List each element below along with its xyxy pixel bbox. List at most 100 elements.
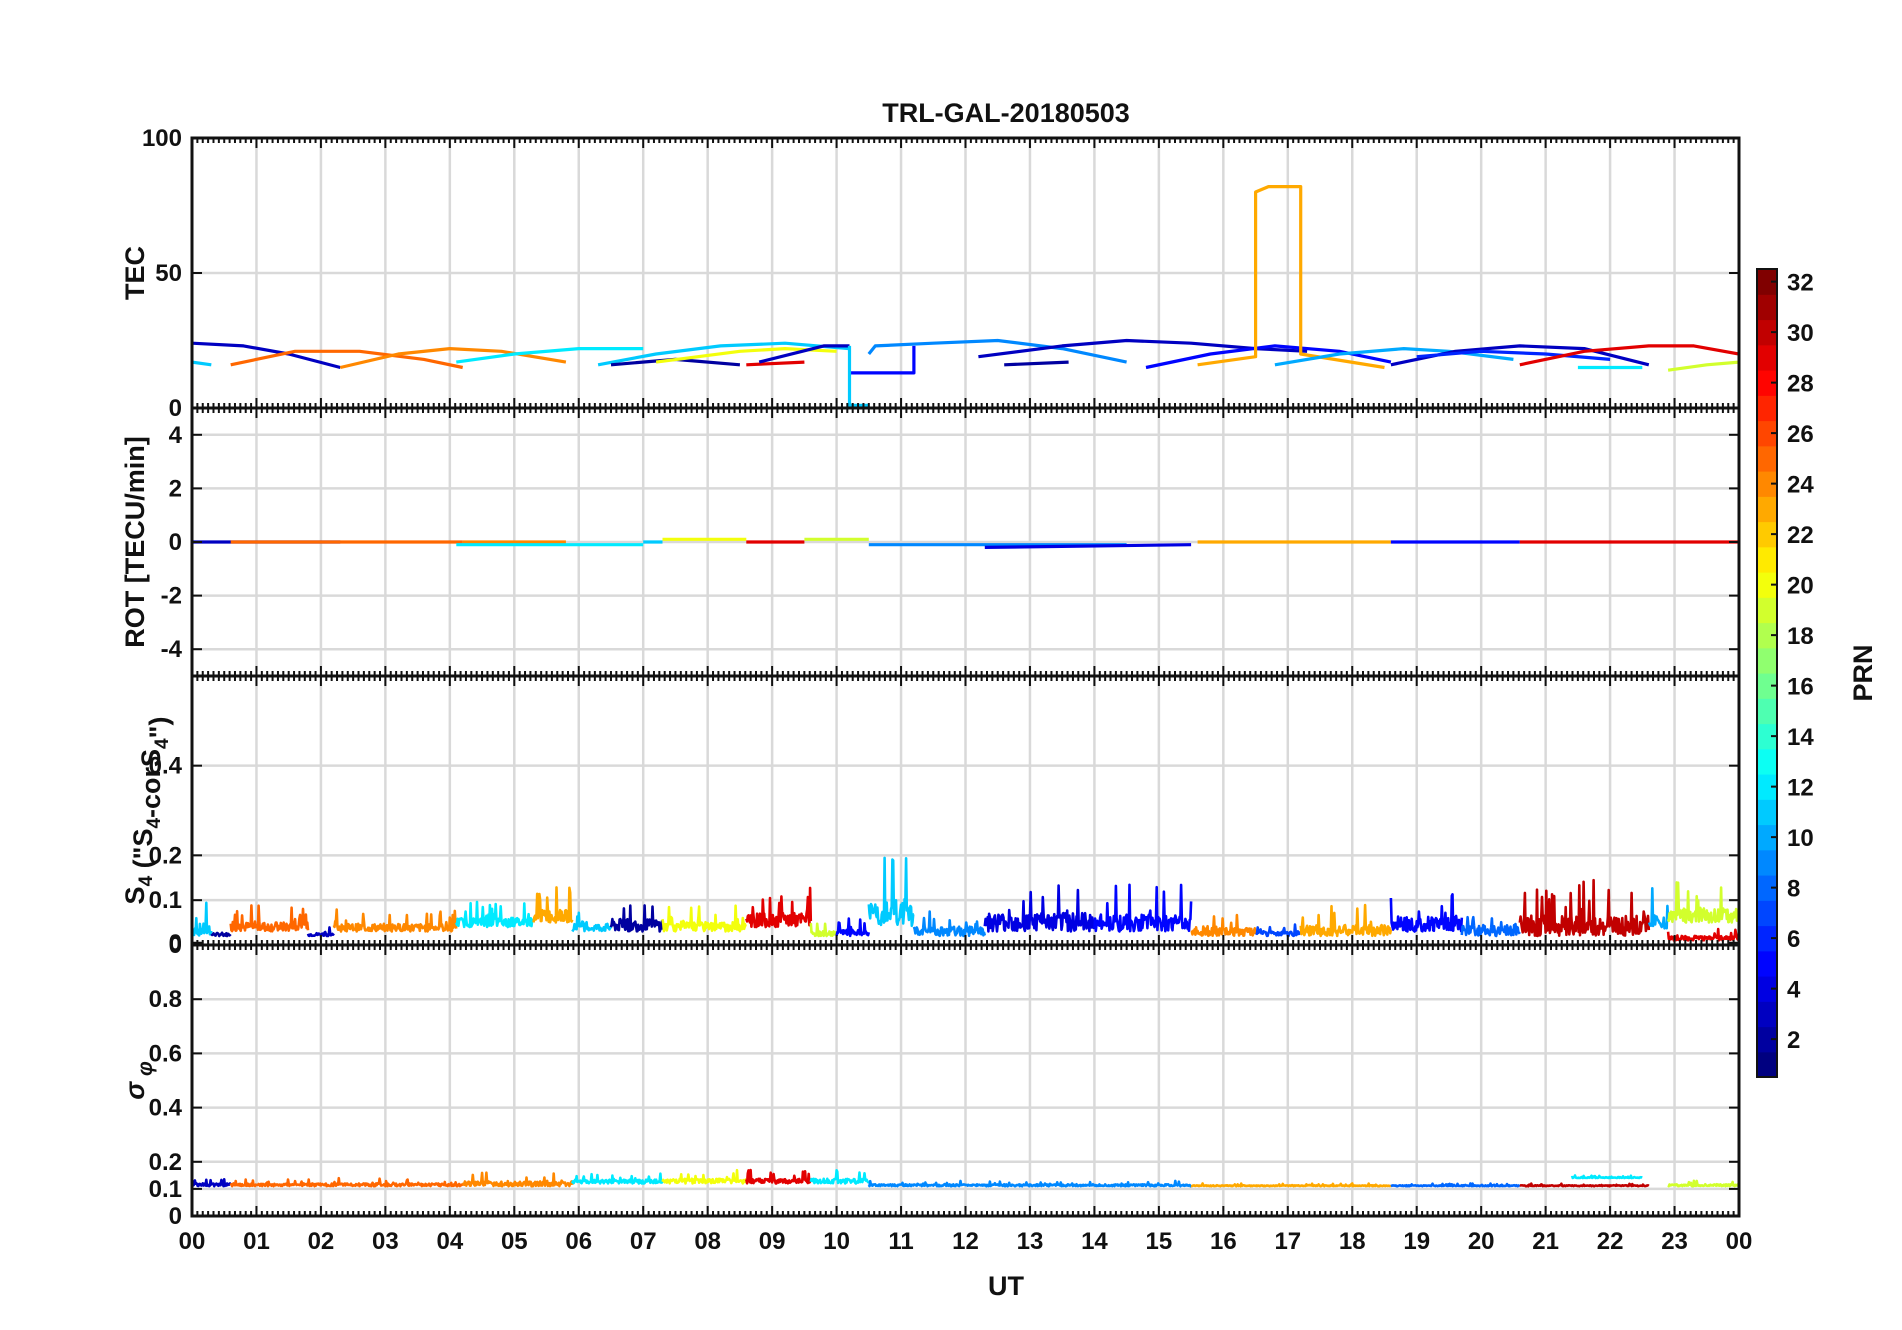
x-tick-label: 03 bbox=[372, 1228, 399, 1255]
y-tick-label: -2 bbox=[161, 583, 182, 610]
chart-title: TRL-GAL-20180503 bbox=[882, 98, 1130, 128]
series-prn-4 bbox=[983, 884, 1096, 933]
x-tick-label: 16 bbox=[1210, 1228, 1237, 1255]
x-tick-label: 06 bbox=[565, 1228, 592, 1255]
series-prn-29 bbox=[1666, 927, 1739, 942]
colorbar-tick-label: 12 bbox=[1787, 775, 1814, 802]
y-tick-label: 0.4 bbox=[149, 1095, 183, 1122]
series-prn-23 bbox=[1299, 903, 1393, 938]
colorbar-tick-label: 2 bbox=[1787, 1027, 1800, 1054]
x-tick-label: 12 bbox=[952, 1228, 979, 1255]
series-prn-23 bbox=[1190, 1182, 1392, 1188]
series-prn-5 bbox=[1093, 883, 1193, 933]
series-prn-4 bbox=[984, 543, 1192, 549]
colorbar-tick-label: 8 bbox=[1787, 876, 1800, 903]
x-tick-label: 09 bbox=[759, 1228, 786, 1255]
y-tick-label: 2 bbox=[169, 475, 182, 502]
series-sigma bbox=[192, 1168, 1739, 1188]
series-prn-29 bbox=[745, 886, 813, 929]
panel-sigma: 00.10.2 0.4 0.6 0.8 σ φ bbox=[120, 943, 1741, 1230]
y-tick-label: 0.6 bbox=[149, 1040, 182, 1067]
series-prn-9 bbox=[867, 1179, 1193, 1188]
series-prn-5 bbox=[849, 345, 916, 375]
x-tick-label: 00 bbox=[179, 1228, 206, 1255]
colorbar-swatch bbox=[1757, 395, 1777, 422]
y-tick-label: 50 bbox=[155, 260, 182, 287]
series-prn-19 bbox=[1667, 1179, 1739, 1188]
colorbar-swatch bbox=[1757, 774, 1777, 800]
panel-tec: 0 50 100 TEC bbox=[120, 125, 1741, 422]
y-tick-label: 0 bbox=[169, 1203, 182, 1230]
colorbar-tick-label: 4 bbox=[1787, 977, 1801, 1004]
colorbar-swatch bbox=[1757, 673, 1777, 699]
colorbar-swatch bbox=[1757, 319, 1777, 346]
y-tick-label: 0.1 bbox=[149, 1176, 182, 1203]
colorbar-swatch bbox=[1757, 799, 1777, 826]
series-prn-19 bbox=[1667, 360, 1739, 372]
panel-s4: 000.10.20.4S4 ("S4-corS4") bbox=[120, 674, 1741, 959]
x-tick-label: 07 bbox=[630, 1228, 657, 1255]
x-tick-label: 19 bbox=[1403, 1228, 1430, 1255]
x-tick-label: 02 bbox=[308, 1228, 335, 1255]
series-prn-19 bbox=[809, 922, 838, 938]
colorbar-swatch bbox=[1757, 496, 1777, 523]
colorbar-swatch bbox=[1757, 420, 1777, 447]
series-prn-9 bbox=[912, 910, 987, 938]
colorbar-frame bbox=[1756, 268, 1778, 1078]
y-tick-label: 0.2 bbox=[149, 1149, 182, 1176]
series-tec bbox=[192, 185, 1739, 407]
colorbar-tick-label: 10 bbox=[1787, 825, 1814, 852]
series-prn-2 bbox=[1004, 360, 1069, 367]
colorbar-tick-label: 24 bbox=[1787, 472, 1814, 499]
series-prn-29 bbox=[745, 1168, 812, 1185]
series-prn-25 bbox=[229, 1176, 464, 1188]
colorbar-swatch bbox=[1757, 445, 1777, 472]
x-tick-label: 21 bbox=[1532, 1228, 1559, 1255]
x-tick-label: 10 bbox=[823, 1228, 850, 1255]
series-prn-24 bbox=[339, 347, 567, 370]
series-prn-24 bbox=[461, 1171, 574, 1188]
y-axis-label-s4: S4 ("S4-corS4") bbox=[120, 717, 174, 905]
series-prn-12 bbox=[1570, 1174, 1643, 1180]
colorbar-swatch bbox=[1757, 1051, 1777, 1078]
colorbar-swatch bbox=[1757, 1001, 1777, 1028]
colorbar-tick-label: 30 bbox=[1787, 320, 1814, 347]
series-prn-11 bbox=[847, 345, 869, 407]
series-prn-29 bbox=[746, 360, 805, 367]
colorbar-label: PRN bbox=[1848, 644, 1878, 701]
grid-sigma bbox=[192, 945, 1739, 1216]
colorbar-swatch bbox=[1757, 471, 1777, 497]
colorbar-swatch bbox=[1757, 723, 1777, 750]
x-tick-label: 11 bbox=[888, 1228, 913, 1255]
y-tick-label: 0 bbox=[169, 930, 182, 957]
series-prn-25 bbox=[229, 904, 310, 933]
series-prn-2 bbox=[609, 904, 664, 933]
colorbar-swatch bbox=[1757, 925, 1777, 952]
colorbar-tick-label: 22 bbox=[1787, 522, 1814, 549]
y-tick-label: 4 bbox=[169, 422, 183, 449]
panel-rot: -4 -2 0 2 4 ROT [TECU/min] bbox=[120, 406, 1741, 678]
series-prn-25 bbox=[230, 349, 464, 370]
colorbar-tick-label: 6 bbox=[1787, 926, 1800, 953]
x-tick-label: 04 bbox=[436, 1228, 463, 1255]
x-tick-label: 23 bbox=[1661, 1228, 1688, 1255]
x-axis-label: UT bbox=[988, 1271, 1024, 1301]
series-prn-11 bbox=[597, 341, 850, 367]
colorbar-swatch bbox=[1757, 976, 1777, 1002]
colorbar-swatch bbox=[1757, 748, 1777, 775]
series-prn-29 bbox=[1519, 344, 1739, 367]
x-tick-label: 15 bbox=[1146, 1228, 1173, 1255]
colorbar-swatch bbox=[1757, 344, 1777, 371]
colorbar-swatch bbox=[1757, 950, 1777, 977]
y-axis-label-tec: TEC bbox=[120, 246, 150, 300]
series-prn-30 bbox=[1519, 1182, 1650, 1188]
colorbar-swatch bbox=[1757, 572, 1777, 598]
y-tick-label: -4 bbox=[161, 636, 183, 663]
x-tick-label: 18 bbox=[1339, 1228, 1366, 1255]
series-prn-23 bbox=[532, 886, 574, 924]
series-prn-11 bbox=[192, 360, 212, 367]
series-prn-5 bbox=[1145, 344, 1392, 370]
series-prn-24 bbox=[332, 908, 458, 933]
series-prn-19 bbox=[1666, 881, 1739, 924]
colorbar-swatch bbox=[1757, 849, 1777, 876]
